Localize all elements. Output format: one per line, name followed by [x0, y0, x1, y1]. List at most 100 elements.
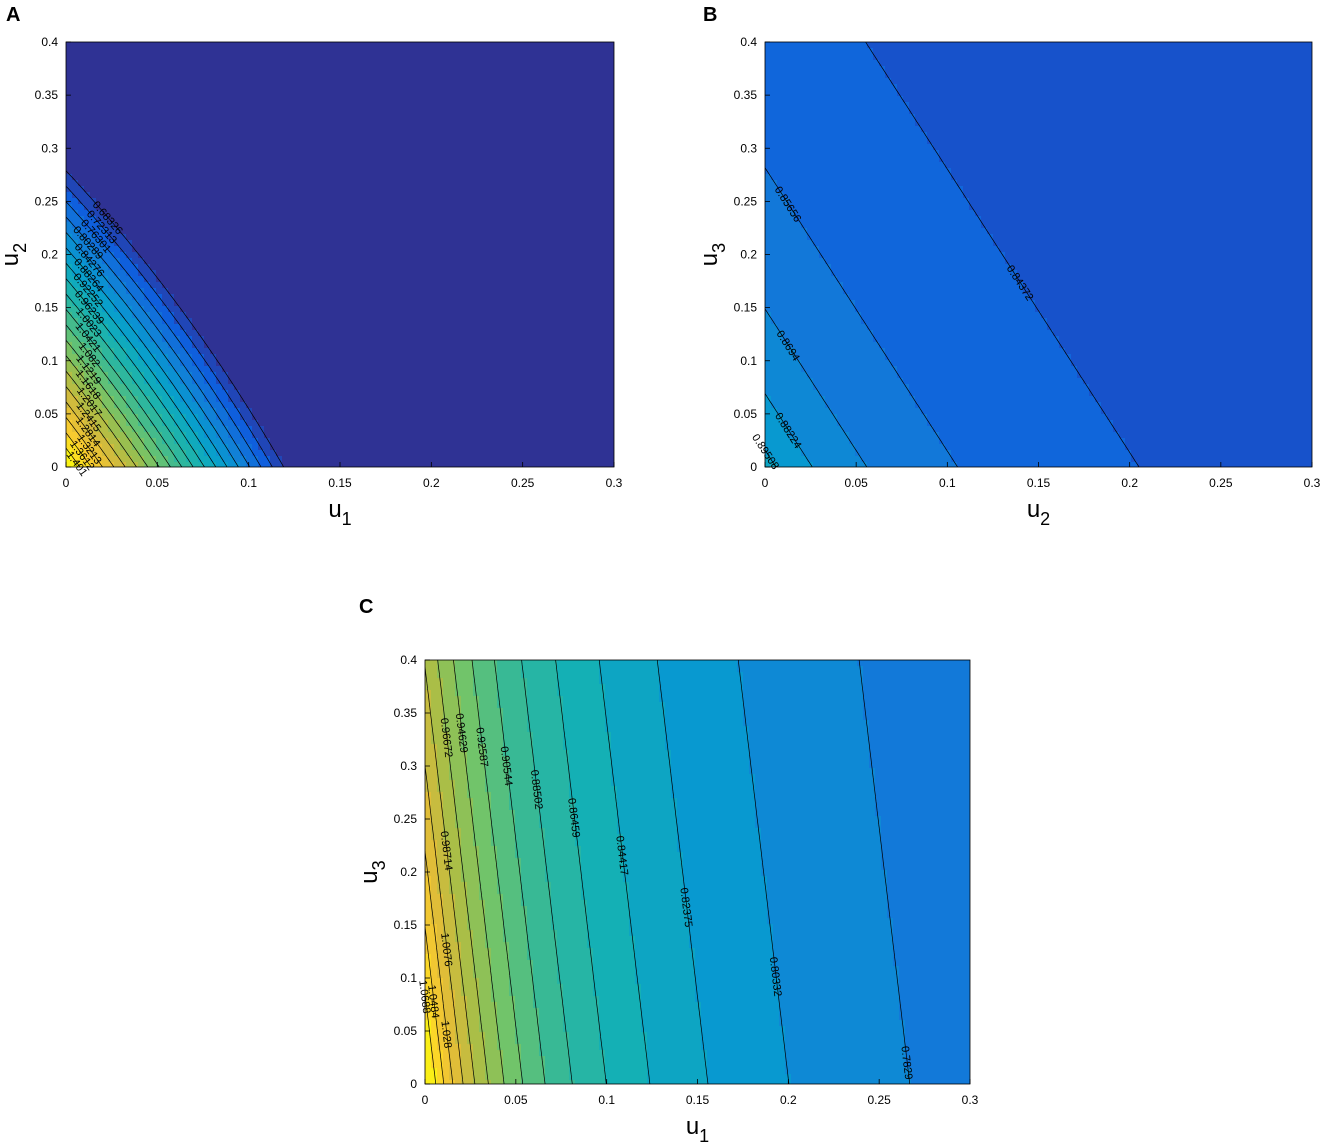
contour-level-label: 0.88502	[528, 769, 545, 810]
contour-level-label: 0.84417	[613, 835, 630, 876]
y-tick-label: 0.15	[35, 301, 59, 315]
contour-line	[494, 660, 546, 1084]
x-tick-label: 0.2	[1121, 476, 1138, 490]
contour-level-label: 0.92587	[473, 727, 490, 768]
contour-line	[66, 185, 273, 467]
contour-line	[66, 339, 160, 467]
y-tick-label: 0	[51, 460, 58, 474]
x-tick-label: 0.1	[598, 1093, 615, 1107]
y-tick-label: 0.4	[41, 35, 58, 49]
contour-line	[66, 262, 217, 467]
contour-line	[66, 278, 205, 467]
contour-line	[425, 851, 454, 1084]
panel-a-letter: A	[6, 4, 21, 26]
x-tick-label: 0.05	[504, 1093, 528, 1107]
x-tick-label: 0	[762, 476, 769, 490]
contour-level-label: 1.0076	[438, 932, 454, 967]
contour-line	[598, 660, 651, 1084]
contour-line	[425, 926, 445, 1084]
y-tick-label: 0.3	[41, 141, 58, 155]
x-tick-label: 0.15	[686, 1093, 710, 1107]
y-tick-label: 0.1	[400, 971, 417, 985]
contour-line	[66, 170, 285, 467]
x-tick-label: 0	[422, 1093, 429, 1107]
y-tick-label: 0.15	[734, 301, 758, 315]
panel-c-letter: C	[359, 596, 374, 618]
y-tick-label: 0.1	[740, 354, 757, 368]
x-tick-label: 0.25	[867, 1093, 891, 1107]
y-tick-label: 0.2	[740, 248, 757, 262]
contour-lines	[425, 660, 911, 1084]
contour-line	[555, 660, 607, 1084]
contour-line	[521, 660, 573, 1084]
y-tick-label: 0.35	[394, 706, 418, 720]
contour-fill	[66, 42, 614, 467]
contour-line	[66, 432, 92, 467]
contour-level-label: 1.0688	[416, 980, 432, 1015]
x-tick-label: 0	[63, 476, 70, 490]
y-axis-label: u2	[0, 243, 30, 266]
x-axis-label: u1	[328, 496, 351, 529]
contour-line	[437, 660, 489, 1084]
y-tick-label: 0.4	[400, 653, 417, 667]
contour-panel-a: 1.4011.36121.32131.28141.24151.20171.161…	[0, 35, 623, 529]
contour-line	[765, 393, 813, 467]
contour-line	[453, 660, 505, 1084]
x-tick-label: 0.25	[1209, 476, 1233, 490]
x-tick-label: 0.2	[780, 1093, 797, 1107]
x-tick-label: 0.15	[1027, 476, 1051, 490]
contour-fill	[765, 42, 1312, 467]
contour-line	[66, 293, 194, 467]
y-tick-label: 0.2	[41, 248, 58, 262]
y-axis-label: u3	[356, 860, 389, 883]
contour-line	[865, 42, 1140, 467]
x-tick-label: 0.3	[962, 1093, 979, 1107]
contour-line	[66, 309, 183, 467]
x-tick-label: 0.2	[423, 476, 440, 490]
contour-line	[737, 660, 790, 1084]
contour-line	[425, 765, 464, 1084]
contour-line	[765, 449, 777, 467]
contour-level-label: 0.80332	[767, 956, 784, 997]
y-tick-label: 0.1	[41, 354, 58, 368]
contour-level-label: 0.94629	[453, 713, 470, 754]
y-tick-label: 0.3	[400, 759, 417, 773]
y-tick-label: 0.05	[734, 407, 758, 421]
y-tick-label: 0.35	[35, 88, 59, 102]
y-tick-label: 0.25	[35, 194, 59, 208]
contour-line	[425, 667, 476, 1084]
x-tick-label: 0.05	[844, 476, 868, 490]
x-tick-label: 0.15	[328, 476, 352, 490]
contour-level-label: 0.90544	[498, 746, 515, 787]
contour-panel-c: 1.06881.04841.0281.00760.987140.966720.9…	[356, 653, 979, 1146]
y-tick-label: 0.4	[740, 35, 757, 49]
panel-b-letter: B	[703, 4, 718, 26]
x-tick-label: 0.3	[1304, 476, 1321, 490]
y-tick-label: 0.05	[35, 407, 59, 421]
contour-line	[471, 660, 524, 1084]
contour-line	[66, 386, 126, 467]
contour-level-label: 0.86459	[565, 797, 582, 838]
contour-line	[858, 660, 911, 1084]
y-tick-label: 0	[410, 1077, 417, 1091]
contour-level-label: 0.7829	[898, 1045, 914, 1080]
x-tick-label: 0.1	[240, 476, 257, 490]
contour-line	[66, 201, 262, 467]
y-tick-label: 0	[750, 460, 757, 474]
contour-level-label: 0.82375	[677, 887, 694, 928]
x-tick-label: 0.3	[606, 476, 623, 490]
contour-lines	[66, 170, 285, 467]
contour-line	[765, 167, 958, 467]
contour-line	[66, 370, 137, 467]
y-tick-label: 0.15	[394, 918, 418, 932]
x-axis-label: u1	[686, 1113, 709, 1146]
y-tick-label: 0.35	[734, 88, 758, 102]
contour-level-label: 0.96672	[438, 717, 455, 758]
y-tick-label: 0.25	[734, 194, 758, 208]
contour-line	[66, 401, 115, 467]
y-tick-label: 0.2	[400, 865, 417, 879]
x-tick-label: 0.1	[939, 476, 956, 490]
contour-level-label: 1.0484	[425, 984, 441, 1019]
